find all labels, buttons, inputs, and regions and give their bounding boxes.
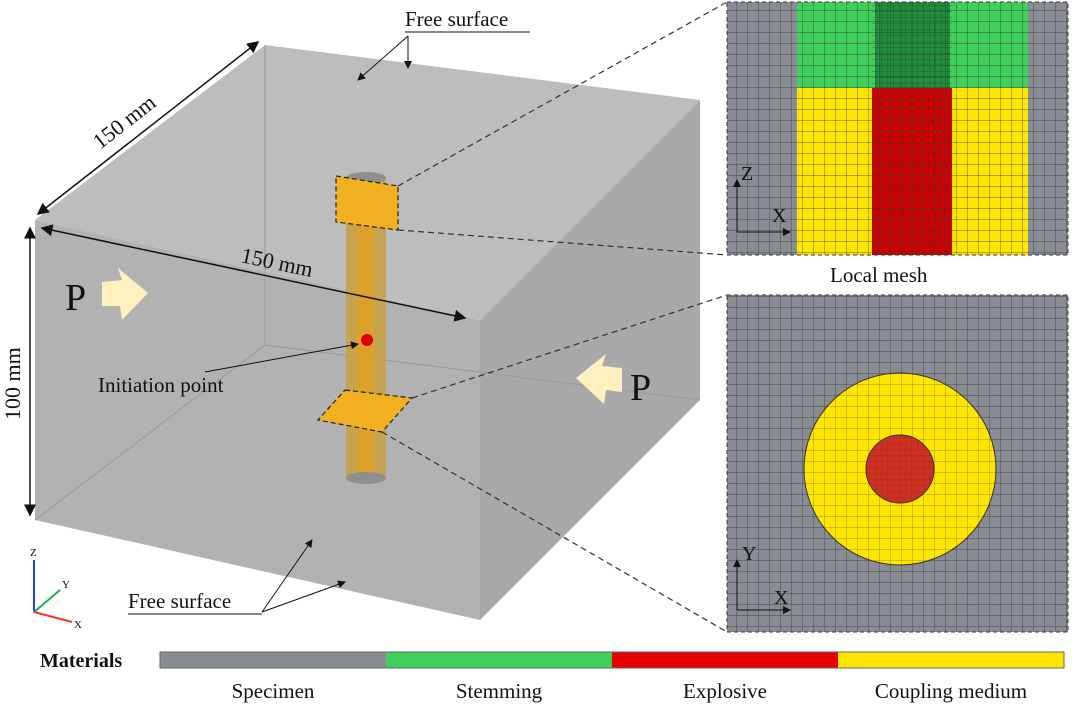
coordinate-triad: Z Y X	[30, 547, 82, 631]
legend-label-3: Coupling medium	[875, 679, 1027, 703]
pressure-arrow-right-icon	[102, 268, 148, 320]
free-surface-bottom-label: Free surface	[128, 589, 231, 613]
pressure-left-label: P	[65, 277, 86, 319]
svg-text:Y: Y	[62, 579, 70, 591]
legend-swatch-2	[612, 652, 838, 668]
dim-height-label: 100 mm	[0, 347, 25, 420]
legend-title: Materials	[40, 650, 122, 672]
dim-depth-line	[36, 41, 260, 215]
pressure-right-label: P	[630, 367, 651, 409]
svg-text:X: X	[74, 619, 82, 631]
axis-y-label: Y	[742, 543, 756, 565]
axis-z-label: Z	[741, 163, 753, 185]
legend-label-0: Specimen	[232, 679, 315, 703]
legend-swatch-0	[160, 652, 386, 668]
local-mesh-cross-section: Y X	[726, 294, 1069, 633]
initiation-point-marker	[361, 334, 373, 346]
materials-legend: Materials Specimen Stemming Explosive Coupl…	[40, 650, 1065, 703]
free-surface-top-label: Free surface	[405, 7, 508, 31]
legend-label-2: Explosive	[683, 679, 767, 703]
legend-swatch-3	[838, 652, 1064, 668]
dim-width-line	[40, 224, 467, 322]
local-mesh-top-view: Z X	[726, 1, 1069, 256]
legend-label-1: Stemming	[456, 679, 543, 703]
svg-text:Z: Z	[30, 547, 37, 559]
axis-x-label-bottom: X	[774, 587, 789, 609]
initiation-point-label: Initiation point	[98, 373, 224, 397]
local-mesh-label: Local mesh	[830, 263, 928, 287]
pressure-arrow-left-icon	[576, 354, 622, 404]
legend-swatch-1	[386, 652, 612, 668]
axis-x-label: X	[772, 205, 787, 227]
